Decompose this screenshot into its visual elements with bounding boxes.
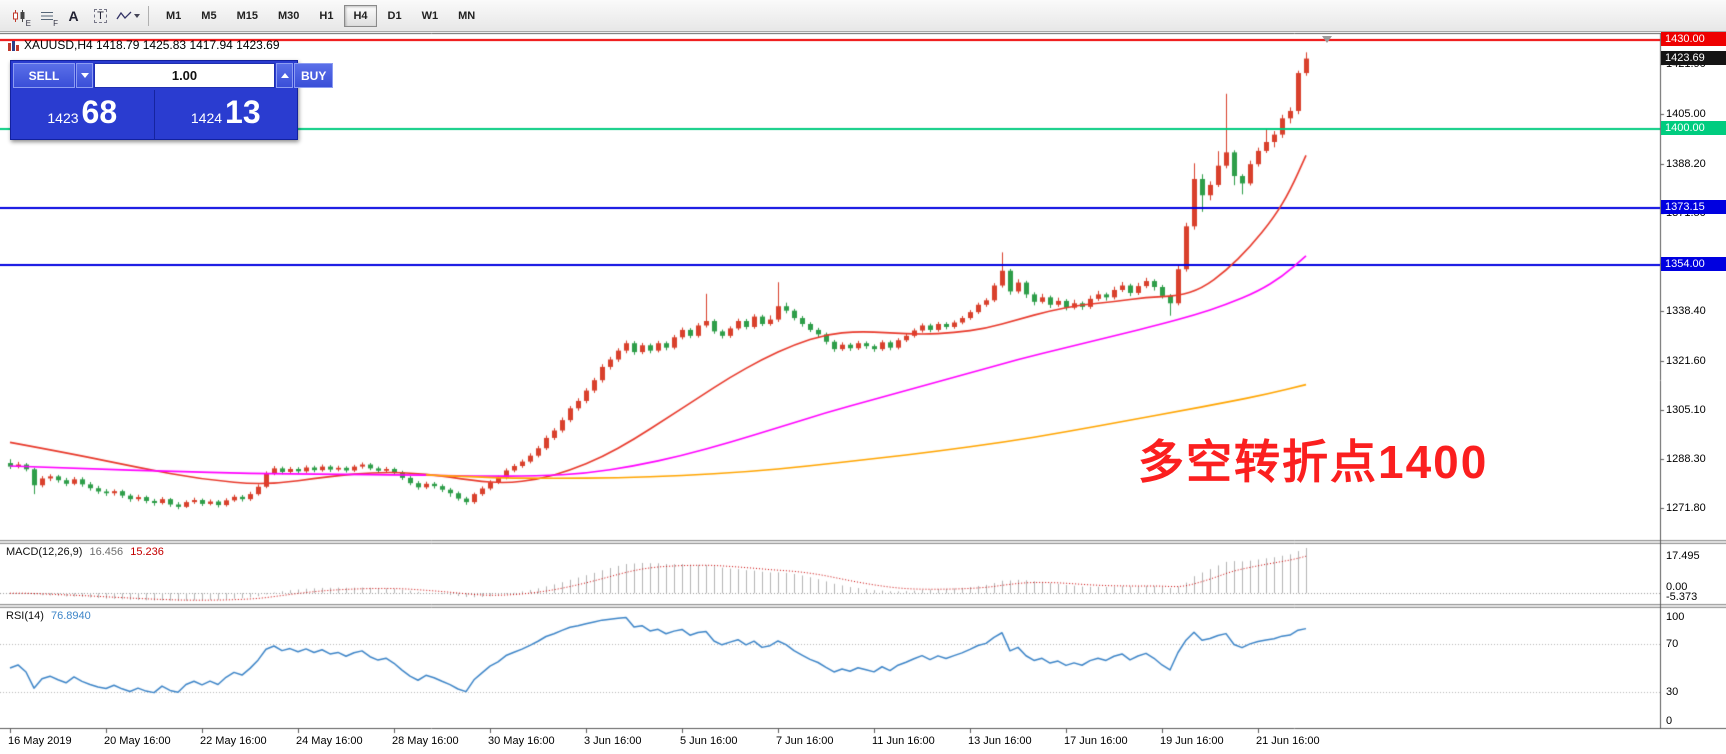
timeframe-button-M30[interactable]: M30 [269,5,308,27]
rsi-indicator-label: RSI(14) 76.8940 [6,610,91,622]
arrow-object-marker[interactable] [1322,36,1332,43]
macd-main-value: 16.456 [89,546,124,558]
volume-increase-button[interactable] [276,63,293,88]
timeframe-button-W1[interactable]: W1 [413,5,448,27]
tool-sub-letter: E [25,19,31,28]
volume-input[interactable] [94,63,275,88]
buy-price-display[interactable]: 1424 13 [155,96,298,134]
text-tool-icon: A [68,7,79,24]
zigzag-tool-icon [115,11,131,19]
symbol-icon [8,40,19,51]
volume-decrease-button[interactable] [76,63,93,88]
timeframe-button-MN[interactable]: MN [449,5,484,27]
timeframe-button-M1[interactable]: M1 [157,5,190,27]
sell-button[interactable]: SELL [13,63,75,88]
chart-edit-tool-button[interactable]: E [6,3,33,28]
freehand-drawing-tool-button[interactable] [114,3,141,28]
one-click-trading-panel: SELL BUY 1423 68 1424 13 [10,60,334,140]
chart-title-text: XAUUSD,H4 1418.79 1425.83 1417.94 1423.6… [24,38,280,52]
timeframe-button-H1[interactable]: H1 [310,5,342,27]
sell-price-display[interactable]: 1423 68 [11,96,154,134]
buy-price-prefix: 1424 [190,109,223,126]
timeframe-button-H4[interactable]: H4 [344,4,377,27]
rsi-name: RSI(14) [6,610,44,622]
sell-price-pips: 68 [81,93,118,130]
dropdown-caret-icon [133,13,140,18]
timeframe-button-M5[interactable]: M5 [192,5,225,27]
candlestick-tool-icon [12,9,24,22]
buy-price-pips: 13 [225,93,261,130]
timeframe-button-D1[interactable]: D1 [379,5,411,27]
lines-tool-icon [40,11,53,20]
top-toolbar: E F A T M1 M5 M15 M30 H1 H4 D1 W1 MN [0,0,1726,32]
timeframe-button-M15[interactable]: M15 [228,5,267,27]
macd-indicator-label: MACD(12,26,9) 16.456 15.236 [6,546,164,558]
text-box-tool-button[interactable]: T [87,3,114,28]
trade-panel-header: SELL BUY [11,61,334,90]
trade-panel-prices: 1423 68 1424 13 [11,90,297,139]
toolbar-separator [148,5,149,26]
macd-name: MACD(12,26,9) [6,546,83,558]
text-label-tool-button[interactable]: A [60,3,87,28]
object-list-tool-button[interactable]: F [33,3,60,28]
tool-sub-letter: F [53,19,58,28]
sell-price-prefix: 1423 [47,109,79,126]
chart-text-annotation[interactable]: 多空转折点1400 [1138,436,1489,488]
textbox-tool-icon: T [94,8,107,23]
rsi-value: 76.8940 [50,610,91,622]
chart-title: XAUUSD,H4 1418.79 1425.83 1417.94 1423.6… [8,38,280,52]
buy-button[interactable]: BUY [294,63,334,88]
macd-signal-value: 15.236 [130,546,164,558]
timeframe-toolbar: M1 M5 M15 M30 H1 H4 D1 W1 MN [156,4,485,27]
trade-panel-divider [153,90,155,139]
